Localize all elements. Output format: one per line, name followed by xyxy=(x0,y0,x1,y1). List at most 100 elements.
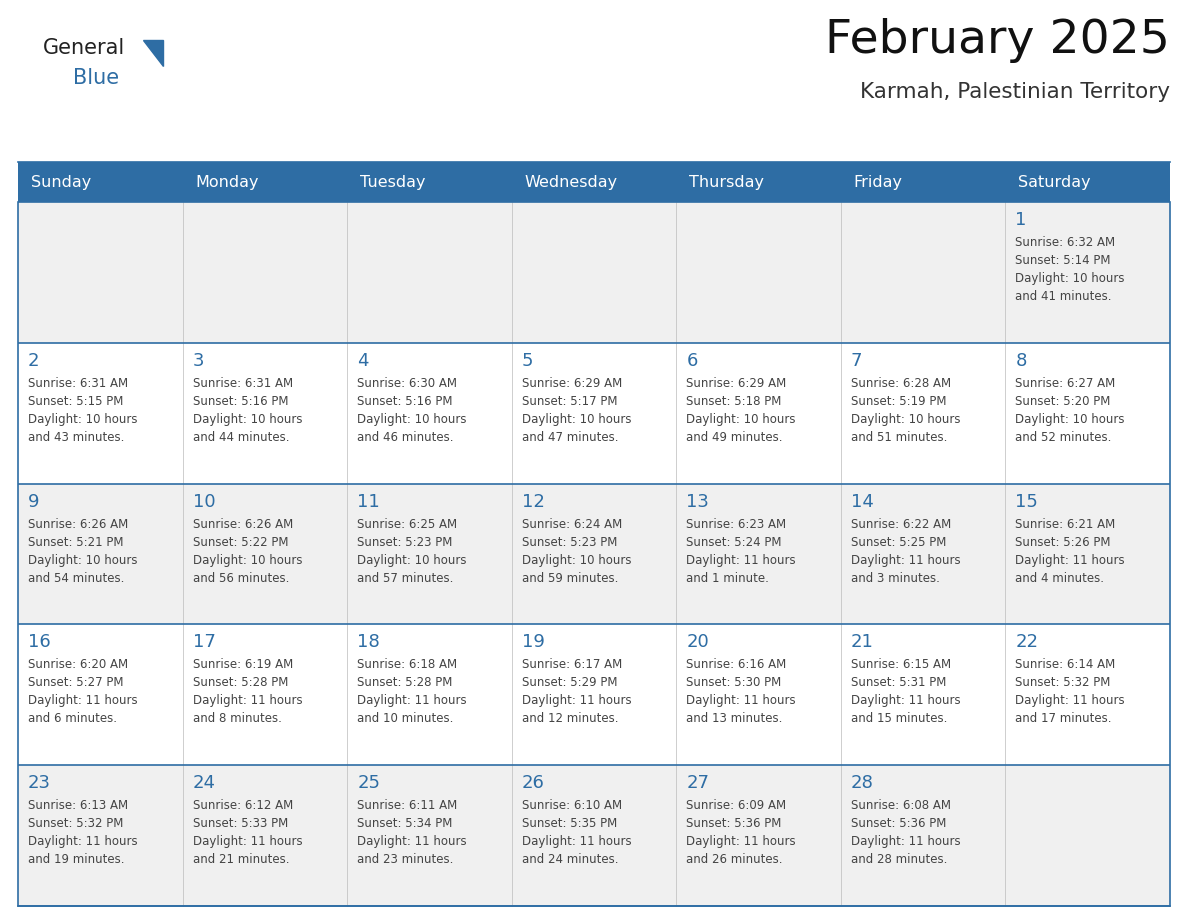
Text: 3: 3 xyxy=(192,352,204,370)
Text: 24: 24 xyxy=(192,774,215,792)
Text: 22: 22 xyxy=(1016,633,1038,652)
Text: 7: 7 xyxy=(851,352,862,370)
Text: 8: 8 xyxy=(1016,352,1026,370)
Bar xyxy=(841,766,1005,906)
Text: Sunrise: 6:11 AM
Sunset: 5:34 PM
Daylight: 11 hours
and 23 minutes.: Sunrise: 6:11 AM Sunset: 5:34 PM Dayligh… xyxy=(358,800,467,867)
Text: Blue: Blue xyxy=(72,68,119,88)
Text: 5: 5 xyxy=(522,352,533,370)
Bar xyxy=(676,484,841,624)
Text: Sunrise: 6:08 AM
Sunset: 5:36 PM
Daylight: 11 hours
and 28 minutes.: Sunrise: 6:08 AM Sunset: 5:36 PM Dayligh… xyxy=(851,800,960,867)
Bar xyxy=(347,624,512,766)
Text: Sunrise: 6:19 AM
Sunset: 5:28 PM
Daylight: 11 hours
and 8 minutes.: Sunrise: 6:19 AM Sunset: 5:28 PM Dayligh… xyxy=(192,658,302,725)
Text: 1: 1 xyxy=(1016,211,1026,229)
Text: Sunrise: 6:30 AM
Sunset: 5:16 PM
Daylight: 10 hours
and 46 minutes.: Sunrise: 6:30 AM Sunset: 5:16 PM Dayligh… xyxy=(358,376,467,443)
Text: Sunrise: 6:32 AM
Sunset: 5:14 PM
Daylight: 10 hours
and 41 minutes.: Sunrise: 6:32 AM Sunset: 5:14 PM Dayligh… xyxy=(1016,236,1125,303)
Text: 11: 11 xyxy=(358,493,380,510)
Text: Sunrise: 6:18 AM
Sunset: 5:28 PM
Daylight: 11 hours
and 10 minutes.: Sunrise: 6:18 AM Sunset: 5:28 PM Dayligh… xyxy=(358,658,467,725)
Text: 27: 27 xyxy=(687,774,709,792)
Text: 17: 17 xyxy=(192,633,215,652)
Text: Sunrise: 6:26 AM
Sunset: 5:21 PM
Daylight: 10 hours
and 54 minutes.: Sunrise: 6:26 AM Sunset: 5:21 PM Dayligh… xyxy=(29,518,138,585)
Bar xyxy=(18,202,183,342)
Bar xyxy=(841,484,1005,624)
Text: 18: 18 xyxy=(358,633,380,652)
Text: 19: 19 xyxy=(522,633,544,652)
Text: Sunrise: 6:24 AM
Sunset: 5:23 PM
Daylight: 10 hours
and 59 minutes.: Sunrise: 6:24 AM Sunset: 5:23 PM Dayligh… xyxy=(522,518,631,585)
Bar xyxy=(512,766,676,906)
Text: Thursday: Thursday xyxy=(689,174,764,189)
Bar xyxy=(347,484,512,624)
Text: Karmah, Palestinian Territory: Karmah, Palestinian Territory xyxy=(860,82,1170,102)
Polygon shape xyxy=(143,40,163,66)
Text: Sunrise: 6:20 AM
Sunset: 5:27 PM
Daylight: 11 hours
and 6 minutes.: Sunrise: 6:20 AM Sunset: 5:27 PM Dayligh… xyxy=(29,658,138,725)
Bar xyxy=(347,342,512,484)
Bar xyxy=(347,202,512,342)
Text: 28: 28 xyxy=(851,774,873,792)
Text: Sunrise: 6:23 AM
Sunset: 5:24 PM
Daylight: 11 hours
and 1 minute.: Sunrise: 6:23 AM Sunset: 5:24 PM Dayligh… xyxy=(687,518,796,585)
Text: Sunrise: 6:27 AM
Sunset: 5:20 PM
Daylight: 10 hours
and 52 minutes.: Sunrise: 6:27 AM Sunset: 5:20 PM Dayligh… xyxy=(1016,376,1125,443)
Text: 16: 16 xyxy=(29,633,51,652)
Bar xyxy=(676,766,841,906)
Text: Sunrise: 6:10 AM
Sunset: 5:35 PM
Daylight: 11 hours
and 24 minutes.: Sunrise: 6:10 AM Sunset: 5:35 PM Dayligh… xyxy=(522,800,631,867)
Text: Sunrise: 6:26 AM
Sunset: 5:22 PM
Daylight: 10 hours
and 56 minutes.: Sunrise: 6:26 AM Sunset: 5:22 PM Dayligh… xyxy=(192,518,302,585)
Text: Saturday: Saturday xyxy=(1018,174,1091,189)
Text: Sunrise: 6:25 AM
Sunset: 5:23 PM
Daylight: 10 hours
and 57 minutes.: Sunrise: 6:25 AM Sunset: 5:23 PM Dayligh… xyxy=(358,518,467,585)
Text: 15: 15 xyxy=(1016,493,1038,510)
Bar xyxy=(1005,766,1170,906)
Bar xyxy=(676,624,841,766)
Text: Sunrise: 6:13 AM
Sunset: 5:32 PM
Daylight: 11 hours
and 19 minutes.: Sunrise: 6:13 AM Sunset: 5:32 PM Dayligh… xyxy=(29,800,138,867)
Bar xyxy=(18,484,183,624)
Text: Sunrise: 6:29 AM
Sunset: 5:18 PM
Daylight: 10 hours
and 49 minutes.: Sunrise: 6:29 AM Sunset: 5:18 PM Dayligh… xyxy=(687,376,796,443)
Text: Sunrise: 6:17 AM
Sunset: 5:29 PM
Daylight: 11 hours
and 12 minutes.: Sunrise: 6:17 AM Sunset: 5:29 PM Dayligh… xyxy=(522,658,631,725)
Bar xyxy=(512,624,676,766)
Text: Friday: Friday xyxy=(854,174,903,189)
Text: Sunrise: 6:28 AM
Sunset: 5:19 PM
Daylight: 10 hours
and 51 minutes.: Sunrise: 6:28 AM Sunset: 5:19 PM Dayligh… xyxy=(851,376,960,443)
Bar xyxy=(676,342,841,484)
Bar xyxy=(841,624,1005,766)
Text: 12: 12 xyxy=(522,493,544,510)
Bar xyxy=(183,766,347,906)
Bar xyxy=(512,202,676,342)
Text: Sunday: Sunday xyxy=(31,174,91,189)
Bar xyxy=(18,624,183,766)
Text: 10: 10 xyxy=(192,493,215,510)
Text: 6: 6 xyxy=(687,352,697,370)
Bar xyxy=(512,484,676,624)
Text: Sunrise: 6:21 AM
Sunset: 5:26 PM
Daylight: 11 hours
and 4 minutes.: Sunrise: 6:21 AM Sunset: 5:26 PM Dayligh… xyxy=(1016,518,1125,585)
Text: Sunrise: 6:22 AM
Sunset: 5:25 PM
Daylight: 11 hours
and 3 minutes.: Sunrise: 6:22 AM Sunset: 5:25 PM Dayligh… xyxy=(851,518,960,585)
Text: 21: 21 xyxy=(851,633,873,652)
Text: Sunrise: 6:12 AM
Sunset: 5:33 PM
Daylight: 11 hours
and 21 minutes.: Sunrise: 6:12 AM Sunset: 5:33 PM Dayligh… xyxy=(192,800,302,867)
Bar xyxy=(1005,484,1170,624)
Bar xyxy=(1005,202,1170,342)
Text: 2: 2 xyxy=(29,352,39,370)
Text: Sunrise: 6:15 AM
Sunset: 5:31 PM
Daylight: 11 hours
and 15 minutes.: Sunrise: 6:15 AM Sunset: 5:31 PM Dayligh… xyxy=(851,658,960,725)
Bar xyxy=(841,342,1005,484)
Text: General: General xyxy=(43,38,125,58)
Bar xyxy=(1005,342,1170,484)
Bar xyxy=(18,162,1170,202)
Bar xyxy=(512,342,676,484)
Text: Sunrise: 6:14 AM
Sunset: 5:32 PM
Daylight: 11 hours
and 17 minutes.: Sunrise: 6:14 AM Sunset: 5:32 PM Dayligh… xyxy=(1016,658,1125,725)
Text: 25: 25 xyxy=(358,774,380,792)
Bar xyxy=(183,484,347,624)
Bar xyxy=(183,624,347,766)
Text: Sunrise: 6:09 AM
Sunset: 5:36 PM
Daylight: 11 hours
and 26 minutes.: Sunrise: 6:09 AM Sunset: 5:36 PM Dayligh… xyxy=(687,800,796,867)
Text: February 2025: February 2025 xyxy=(826,18,1170,63)
Text: Sunrise: 6:31 AM
Sunset: 5:15 PM
Daylight: 10 hours
and 43 minutes.: Sunrise: 6:31 AM Sunset: 5:15 PM Dayligh… xyxy=(29,376,138,443)
Text: 20: 20 xyxy=(687,633,709,652)
Text: 14: 14 xyxy=(851,493,873,510)
Text: Tuesday: Tuesday xyxy=(360,174,425,189)
Text: 26: 26 xyxy=(522,774,544,792)
Bar xyxy=(183,202,347,342)
Text: 4: 4 xyxy=(358,352,368,370)
Bar xyxy=(676,202,841,342)
Text: 9: 9 xyxy=(29,493,39,510)
Text: Sunrise: 6:29 AM
Sunset: 5:17 PM
Daylight: 10 hours
and 47 minutes.: Sunrise: 6:29 AM Sunset: 5:17 PM Dayligh… xyxy=(522,376,631,443)
Text: Sunrise: 6:31 AM
Sunset: 5:16 PM
Daylight: 10 hours
and 44 minutes.: Sunrise: 6:31 AM Sunset: 5:16 PM Dayligh… xyxy=(192,376,302,443)
Bar xyxy=(841,202,1005,342)
Text: Wednesday: Wednesday xyxy=(525,174,618,189)
Bar xyxy=(1005,624,1170,766)
Bar xyxy=(347,766,512,906)
Text: 13: 13 xyxy=(687,493,709,510)
Bar xyxy=(183,342,347,484)
Bar xyxy=(18,342,183,484)
